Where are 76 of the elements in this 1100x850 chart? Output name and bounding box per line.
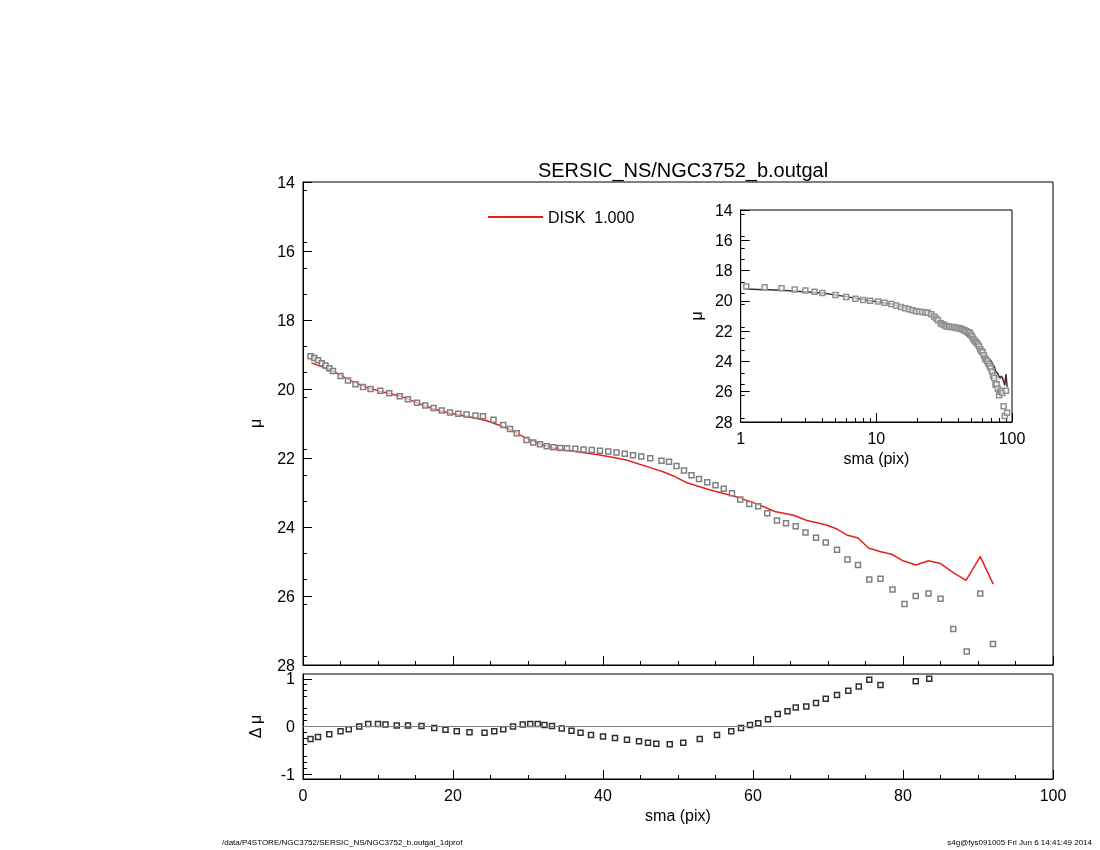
point [680, 739, 687, 746]
point [696, 735, 703, 743]
y-tick-label: 26 [277, 587, 296, 605]
point [491, 728, 498, 735]
text: s4g@fys091005 Fri Jun 6 14:41:49 2014 [947, 838, 1092, 847]
y-tick-label: 24 [714, 352, 733, 370]
point [653, 740, 660, 747]
y-tick-label: 0 [286, 718, 296, 735]
point [466, 728, 473, 736]
y-tick-label: 22 [277, 449, 296, 467]
y-tick-label: -1 [280, 765, 296, 783]
y-tick-label: 24 [277, 518, 296, 536]
point [833, 691, 841, 699]
x-axis-title: sma (pix) [843, 450, 910, 468]
point [635, 738, 643, 745]
x-tick-label: 80 [894, 786, 912, 804]
y-tick-label: 18 [277, 311, 296, 329]
point [599, 733, 607, 740]
y-tick-label: 22 [714, 322, 733, 340]
y-tick-label: 28 [714, 413, 733, 431]
point [728, 728, 735, 735]
point [314, 733, 322, 741]
point [877, 681, 884, 689]
y-tick-label: 14 [277, 173, 296, 191]
x-tick-label: 100 [1039, 786, 1067, 804]
point [644, 739, 652, 746]
point [611, 734, 619, 742]
point [812, 699, 820, 707]
y-tick-label: 16 [277, 242, 296, 260]
x-tick-label: 100 [998, 429, 1026, 447]
y-tick-label: 14 [714, 201, 733, 219]
y-axis-title: μ [687, 311, 705, 321]
point [912, 677, 919, 685]
point [713, 731, 721, 739]
text: /data/P4STORE/NGC3752/SERSIC_NS/NGC3752_b.outgal_1dprof [222, 838, 463, 847]
legend-label: DISK 1.000 [548, 208, 635, 226]
x-tick-label: 0 [298, 786, 308, 804]
y-tick-label: 20 [277, 380, 296, 398]
point [855, 683, 862, 690]
point [845, 687, 852, 694]
point [666, 740, 673, 748]
point [453, 728, 460, 735]
x-tick-label: 1 [736, 429, 746, 447]
point [623, 736, 631, 744]
point [587, 731, 595, 739]
y-axis-title: Δ μ [246, 714, 264, 739]
y-tick-label: 16 [714, 231, 733, 249]
point [792, 704, 799, 711]
point [326, 730, 333, 738]
point [774, 710, 781, 718]
x-tick-label: 40 [594, 786, 612, 804]
point [481, 729, 488, 736]
point [764, 716, 772, 723]
y-tick-label: 1 [286, 670, 296, 688]
point [784, 707, 791, 715]
point [500, 726, 507, 733]
point [822, 695, 829, 703]
point [442, 726, 449, 734]
point [337, 728, 344, 735]
point [568, 727, 575, 735]
point [345, 726, 352, 733]
x-tick-label: 60 [744, 786, 762, 804]
point [866, 676, 873, 683]
y-tick-label: 20 [714, 292, 733, 310]
chart-title: SERSIC_NS/NGC3752_b.outgal [537, 159, 829, 182]
point [803, 703, 810, 710]
y-axis-title: μ [246, 418, 264, 429]
point [755, 719, 762, 727]
x-tick-label: 10 [867, 429, 886, 447]
y-tick-label: 26 [714, 383, 733, 401]
point [577, 729, 584, 736]
point [307, 735, 314, 743]
x-tick-label: 20 [444, 786, 462, 804]
point [926, 675, 933, 683]
x-axis-title: sma (pix) [645, 807, 711, 825]
y-tick-label: 18 [714, 262, 733, 280]
